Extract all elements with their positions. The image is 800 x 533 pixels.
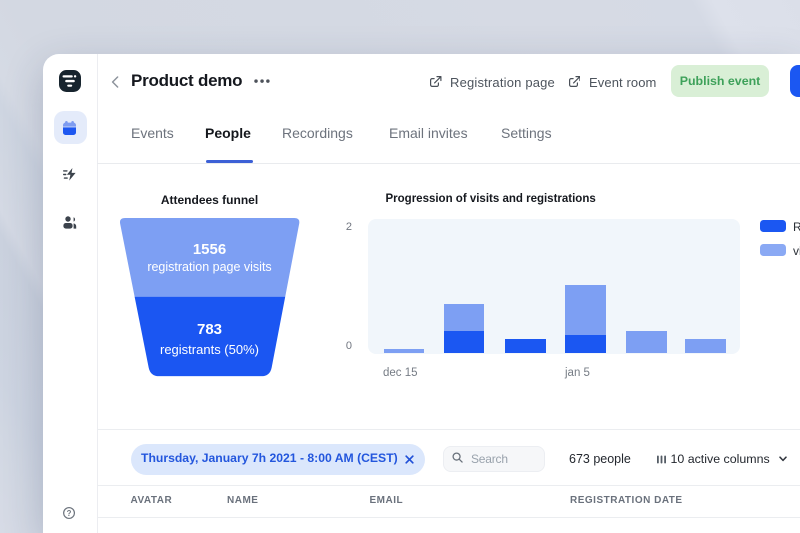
svg-text:?: ? [66,509,71,518]
